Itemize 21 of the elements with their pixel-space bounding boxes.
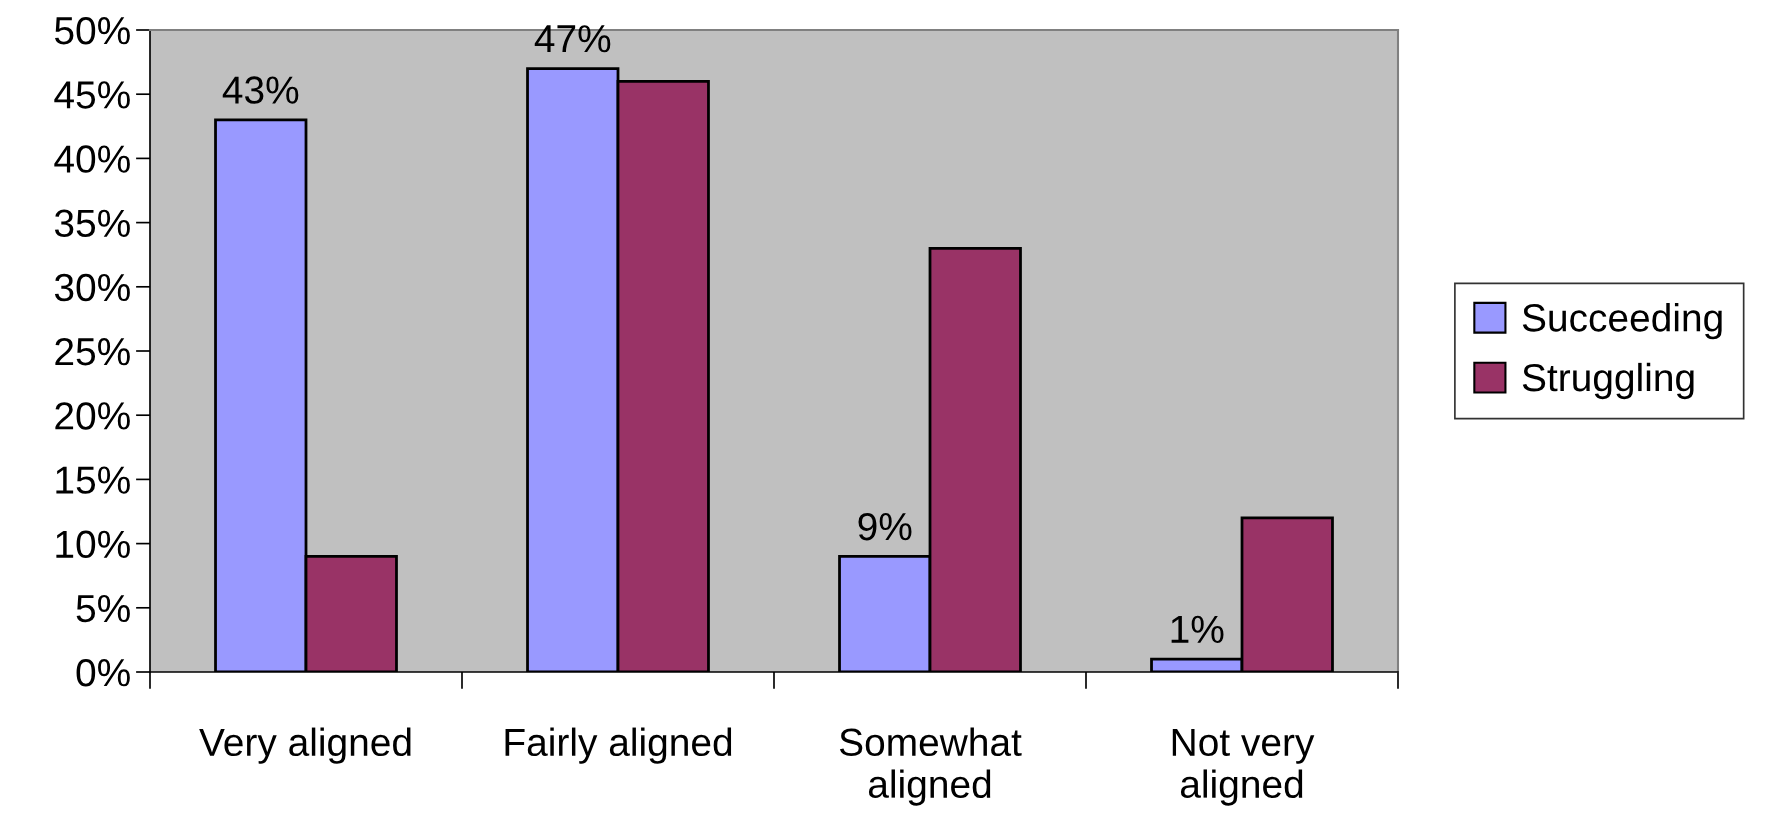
legend-label: Struggling [1522, 362, 1694, 400]
y-tick-label: 10% [56, 530, 130, 559]
x-tick-label: Very aligned [199, 727, 411, 764]
y-tick-label: 0% [76, 658, 130, 687]
y-tick-label: 35% [54, 209, 130, 238]
data-label: 1% [1171, 615, 1224, 643]
data-label: 47% [534, 25, 611, 53]
data-label: 9% [858, 512, 912, 541]
y-tick-label: 5% [76, 594, 130, 623]
y-tick-label: 25% [55, 337, 130, 366]
y-tick-label: 15% [56, 466, 130, 494]
x-tick-label: Fairly aligned [505, 727, 732, 764]
y-tick-label: 45% [54, 81, 130, 109]
y-tick-label: 30% [54, 273, 130, 302]
y-tick-label: 50% [54, 16, 130, 45]
x-tick-label: Not very aligned [1172, 728, 1315, 806]
y-tick-label: 20% [55, 402, 130, 430]
x-tick-label: Somewhat aligned [839, 727, 1022, 806]
legend-label: Succeeding [1522, 303, 1722, 340]
y-tick-label: 40% [54, 145, 130, 173]
data-label: 43% [222, 76, 299, 104]
